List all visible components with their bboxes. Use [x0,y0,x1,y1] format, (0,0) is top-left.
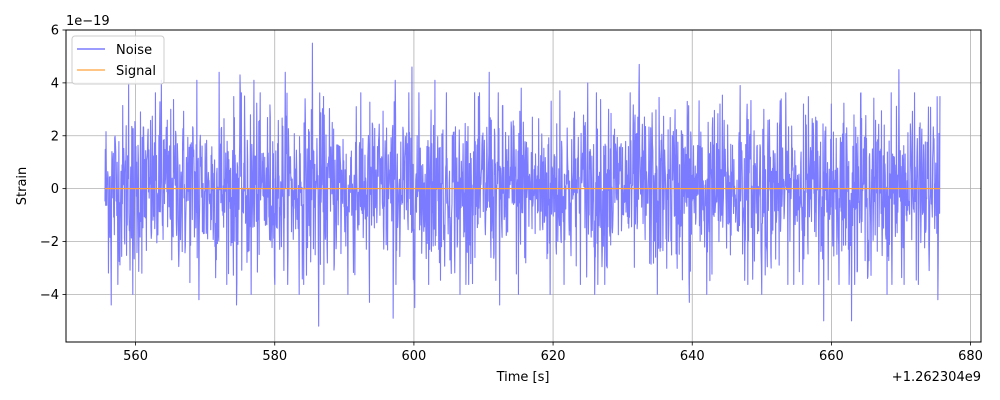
x-axis-label: Time [s] [496,370,550,385]
y-axis-ticks: −4 −2 0 2 4 6 [40,24,66,303]
plot-series [104,42,941,327]
x-tick-label: 680 [958,349,983,364]
x-tick-label: 660 [819,349,844,364]
x-tick-label: 640 [680,349,705,364]
y-axis-label: Strain [15,167,30,206]
legend-box [71,35,165,85]
y-tick-label: −4 [40,288,59,303]
y-exponent-label: 1e−19 [66,14,110,29]
x-axis-ticks: 560 580 600 620 640 660 680 [123,342,983,364]
x-tick-label: 620 [541,349,566,364]
legend-signal-label: Signal [116,64,156,79]
x-tick-label: 560 [123,349,148,364]
y-tick-label: 2 [51,129,59,144]
x-offset-label: +1.262304e9 [892,370,981,385]
y-tick-label: −2 [40,235,59,250]
x-tick-label: 580 [262,349,287,364]
y-tick-label: 0 [51,182,59,197]
legend-noise-label: Noise [116,43,152,58]
legend: Noise Signal [71,35,165,85]
y-tick-label: 4 [51,76,59,91]
axes-frame [65,29,982,343]
y-tick-label: 6 [51,24,59,39]
x-tick-label: 600 [401,349,426,364]
series-noise-line [104,42,941,327]
